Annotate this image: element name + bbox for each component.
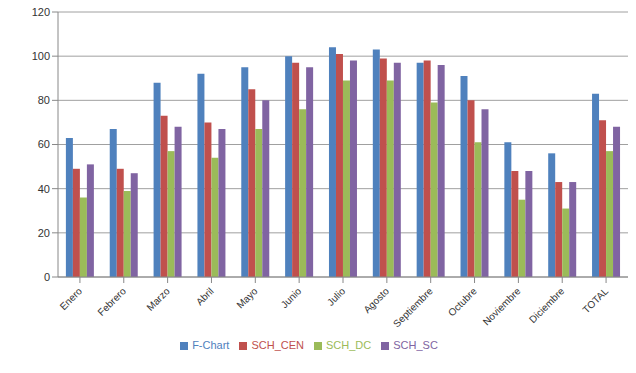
svg-text:120: 120 <box>32 6 50 18</box>
svg-text:100: 100 <box>32 50 50 62</box>
svg-text:80: 80 <box>38 94 50 106</box>
svg-text:40: 40 <box>38 183 50 195</box>
svg-text:Abril: Abril <box>194 285 216 307</box>
svg-text:Mayo: Mayo <box>234 285 259 310</box>
svg-text:Octubre: Octubre <box>446 285 479 318</box>
svg-text:20: 20 <box>38 227 50 239</box>
html-text:F-Chart: F-Chart <box>192 339 230 351</box>
svg-text:Marzo: Marzo <box>144 285 172 313</box>
html-text:SCH_SC: SCH_SC <box>393 339 438 351</box>
svg-text:Febrero: Febrero <box>95 285 128 318</box>
svg-text:Septiembre: Septiembre <box>391 285 435 329</box>
svg-text:60: 60 <box>38 138 50 150</box>
svg-text:Diciembre: Diciembre <box>527 285 567 325</box>
svg-text:TOTAL: TOTAL <box>580 285 610 315</box>
svg-text:Enero: Enero <box>58 285 85 312</box>
html-text:SCH_DC: SCH_DC <box>326 339 372 351</box>
svg-text:Junio: Junio <box>279 285 304 310</box>
html-text:SCH_CEN: SCH_CEN <box>251 339 304 351</box>
svg-text:0: 0 <box>44 271 50 283</box>
svg-text:Julio: Julio <box>325 285 348 308</box>
svg-text:Agosto: Agosto <box>361 285 391 315</box>
svg-text:Noviembre: Noviembre <box>481 285 523 327</box>
